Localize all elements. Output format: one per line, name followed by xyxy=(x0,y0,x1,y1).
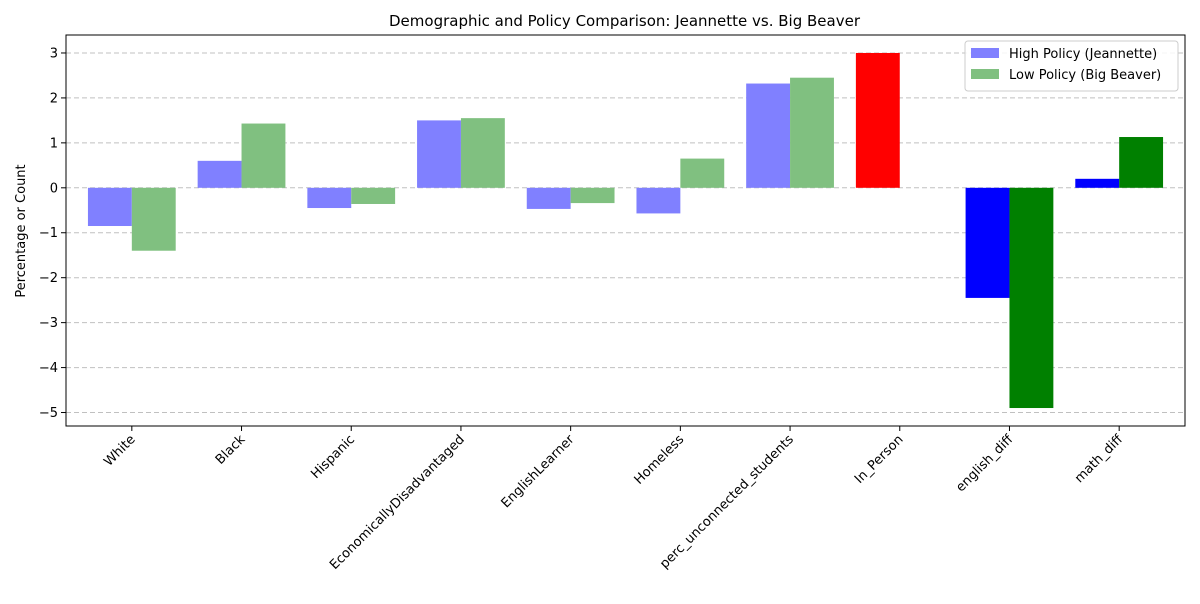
bar-high-policy-White xyxy=(87,187,132,227)
y-tick-label: 0 xyxy=(50,181,58,196)
legend-label: High Policy (Jeannette) xyxy=(1009,47,1157,62)
bar-high-policy-EnglishLearner xyxy=(526,187,571,209)
bar-high-policy-Black xyxy=(197,160,242,188)
y-tick-label: 3 xyxy=(50,46,58,61)
bar-high-policy-math_diff xyxy=(1075,178,1120,188)
plot-area-frame xyxy=(65,34,1186,427)
bar-high-policy-Hispanic xyxy=(307,187,352,209)
y-tick-label: −2 xyxy=(39,271,58,286)
bar-high-policy-english_diff xyxy=(965,187,1010,298)
legend[interactable]: High Policy (Jeannette) Low Policy (Big B… xyxy=(964,40,1179,92)
bar-low-policy-Homeless xyxy=(680,158,725,188)
y-tick-label: −1 xyxy=(39,226,58,241)
bar-low-policy-math_diff xyxy=(1119,137,1164,188)
bar-low-policy-english_diff xyxy=(1009,187,1054,409)
bar-high-policy-Homeless xyxy=(636,187,681,214)
x-tick-label: EnglishLearner xyxy=(499,432,578,511)
x-tick-label: Hispanic xyxy=(308,432,358,482)
legend-swatch xyxy=(971,48,999,58)
x-tick-label: Homeless xyxy=(632,432,688,488)
bar-low-policy-Hispanic xyxy=(351,187,396,204)
x-tick-label: In_Person xyxy=(852,432,907,487)
bar-high-policy-In_Person xyxy=(855,52,900,188)
y-tick-label: 1 xyxy=(50,136,58,151)
bar-high-policy-EconomicallyDisadvantaged xyxy=(417,120,461,188)
y-tick-label: 2 xyxy=(50,91,58,106)
x-tick-label: White xyxy=(101,432,138,469)
x-axis: White Black HispanicEconomicallyDisadvanta… xyxy=(101,426,1127,573)
bar-low-policy-EconomicallyDisadvantaged xyxy=(460,118,505,188)
chart-title: Demographic and Policy Comparison: Jeann… xyxy=(389,12,861,30)
legend-label: Low Policy (Big Beaver) xyxy=(1009,68,1161,83)
bar-low-policy-White xyxy=(131,187,176,251)
y-tick-label: −4 xyxy=(39,361,58,376)
y-axis-title: Percentage or Count xyxy=(14,164,29,297)
y-tick-label: −5 xyxy=(39,406,58,421)
x-tick-label: math_diff xyxy=(1072,431,1127,486)
y-tick-label: −3 xyxy=(39,316,58,331)
bar-low-policy-EnglishLearner xyxy=(570,187,615,204)
bars xyxy=(87,52,1164,409)
legend-swatch xyxy=(971,69,999,79)
y-axis: −5 −4 −3 −2 −1 0 1 2 3 xyxy=(39,46,66,421)
x-tick-label: Black xyxy=(213,432,249,468)
x-tick-label: english_diff xyxy=(953,431,1017,495)
x-tick-label: EconomicallyDisadvantaged xyxy=(327,432,468,573)
bar-low-policy-perc_unconnected_students xyxy=(790,77,834,188)
bar-low-policy-Black xyxy=(241,123,286,188)
legend-box xyxy=(964,40,1179,92)
bar-high-policy-perc_unconnected_students xyxy=(746,83,791,188)
x-tick-label: perc_unconnected_students xyxy=(657,432,797,572)
